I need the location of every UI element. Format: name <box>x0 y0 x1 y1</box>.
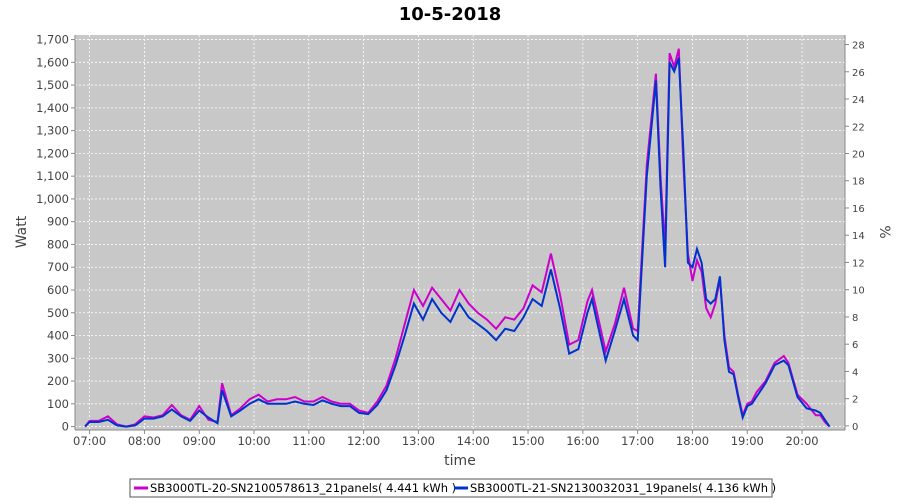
y-tick-label: 500 <box>47 306 69 320</box>
x-tick-label: 11:00 <box>292 434 325 448</box>
y2-tick-label: 0 <box>852 422 858 433</box>
y-tick-label: 300 <box>47 351 69 365</box>
x-tick-label: 12:00 <box>347 434 380 448</box>
x-tick-label: 18:00 <box>676 434 709 448</box>
legend <box>129 478 773 498</box>
y-tick-label: 600 <box>47 283 69 297</box>
x-tick-label: 07:00 <box>73 434 106 448</box>
y2-tick-label: 10 <box>852 286 865 297</box>
y-tick-label: 1,300 <box>36 124 69 138</box>
y2-tick-label: 16 <box>852 204 865 215</box>
plot-area <box>75 35 845 430</box>
y2-tick-label: 8 <box>852 313 858 324</box>
y-tick-label: 1,700 <box>36 33 69 47</box>
x-tick-label: 14:00 <box>457 434 490 448</box>
x-axis-label: time <box>444 453 476 469</box>
y-tick-label: 400 <box>47 329 69 343</box>
y-tick-label: 900 <box>47 215 69 229</box>
y-tick-label: 200 <box>47 374 69 388</box>
x-tick-label: 13:00 <box>402 434 435 448</box>
y2-tick-label: 2 <box>852 395 858 406</box>
y2-tick-label: 26 <box>852 68 865 79</box>
x-tick-label: 20:00 <box>785 434 818 448</box>
chart-title: 10-5-2018 <box>399 4 502 25</box>
y2-tick-label: 18 <box>852 177 865 188</box>
y-tick-label: 1,600 <box>36 55 69 69</box>
y2-tick-label: 20 <box>852 150 865 161</box>
y-tick-label: 100 <box>47 397 69 411</box>
y-tick-label: 0 <box>62 420 69 434</box>
y-tick-label: 1,000 <box>36 192 69 206</box>
y-tick-label: 1,400 <box>36 101 69 115</box>
legend-label: SB3000TL-21-SN2130032031_19panels( 4.136… <box>470 481 776 495</box>
y2-tick-label: 4 <box>852 367 858 378</box>
y2-tick-label: 28 <box>852 41 865 52</box>
x-tick-label: 15:00 <box>511 434 544 448</box>
y2-tick-label: 6 <box>852 340 858 351</box>
x-tick-label: 17:00 <box>621 434 654 448</box>
x-tick-label: 09:00 <box>183 434 216 448</box>
y-axis-label: Watt <box>14 215 30 248</box>
series-line <box>84 57 831 428</box>
y-tick-label: 1,500 <box>36 78 69 92</box>
y2-tick-label: 24 <box>852 95 865 106</box>
x-tick-label: 10:00 <box>237 434 270 448</box>
y-tick-label: 1,100 <box>36 169 69 183</box>
y2-tick-label: 22 <box>852 122 865 133</box>
legend-label: SB3000TL-20-SN2100578613_21panels( 4.441… <box>150 481 456 495</box>
y2-tick-label: 12 <box>852 258 865 269</box>
x-tick-label: 19:00 <box>731 434 764 448</box>
x-tick-label: 16:00 <box>566 434 599 448</box>
y-tick-label: 1,200 <box>36 146 69 160</box>
y2-tick-label: 14 <box>852 231 865 242</box>
y-tick-label: 700 <box>47 260 69 274</box>
y-tick-label: 800 <box>47 237 69 251</box>
y2-axis-label: % <box>876 225 892 238</box>
x-tick-label: 08:00 <box>128 434 161 448</box>
